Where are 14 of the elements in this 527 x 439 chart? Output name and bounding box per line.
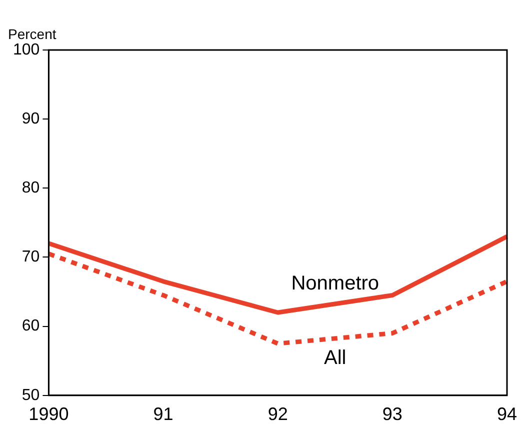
- x-tick-label: 93: [382, 404, 402, 424]
- x-tick-label: 91: [153, 404, 174, 424]
- y-tick-label: 100: [12, 41, 40, 58]
- x-tick-label: 92: [268, 404, 288, 424]
- x-tick-label: 1990: [28, 404, 69, 424]
- y-tick-label: 50: [22, 386, 40, 404]
- y-tick-label: 60: [22, 318, 40, 335]
- y-tick-label: 70: [22, 248, 40, 266]
- x-tick-label: 94: [496, 404, 518, 424]
- series-label: Nonmetro: [291, 272, 380, 294]
- y-tick-label: 90: [22, 110, 40, 128]
- y-axis-title: Percent: [8, 26, 56, 42]
- y-tick-label: 80: [22, 180, 40, 197]
- series-label: All: [324, 346, 346, 369]
